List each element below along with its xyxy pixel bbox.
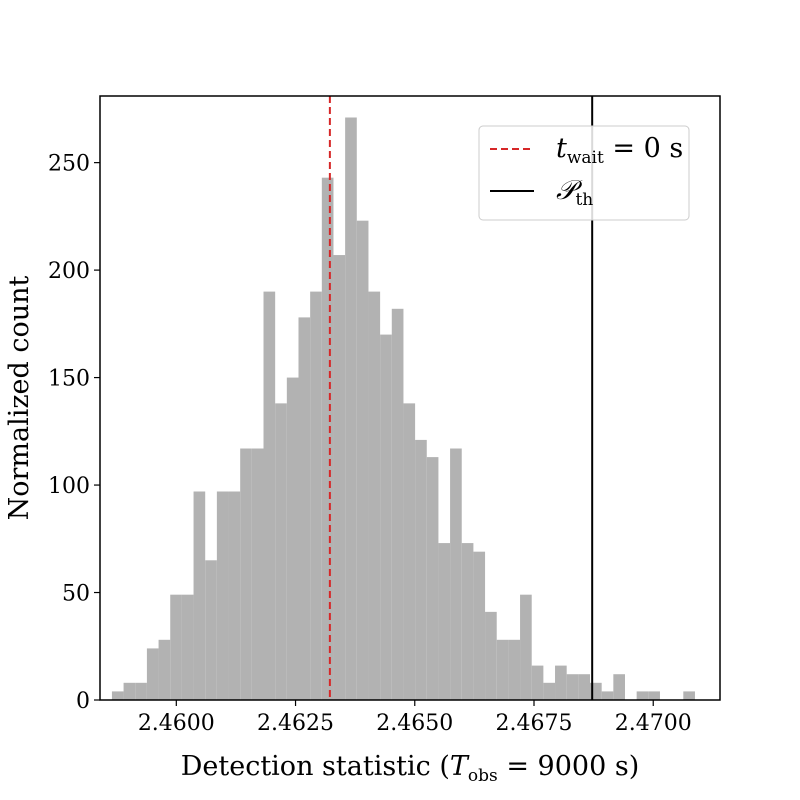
histogram-bar — [205, 560, 217, 700]
histogram-bar — [415, 439, 427, 700]
legend-label-wait: twait = 0 s — [556, 133, 683, 168]
histogram-bar — [473, 551, 486, 700]
histogram-bar — [228, 491, 241, 700]
x-tick-label: 2.4600 — [138, 711, 215, 736]
histogram-bar — [146, 648, 159, 700]
x-tick-label: 2.4625 — [257, 711, 334, 736]
histogram-bar — [321, 177, 334, 701]
histogram-bar — [403, 403, 416, 700]
histogram-bar — [578, 674, 591, 700]
histogram-bar — [286, 377, 299, 700]
histogram-bar — [450, 448, 462, 700]
y-tick-label: 250 — [48, 152, 90, 177]
x-axis-label: Detection statistic (Tobs = 9000 s) — [181, 751, 640, 786]
histogram-bar — [298, 317, 311, 700]
histogram-bar — [345, 117, 357, 701]
histogram-bar — [310, 291, 322, 700]
y-axis-ticks: 0 50 100 150 200 250 — [48, 152, 100, 714]
histogram-bar — [438, 543, 451, 700]
histogram-bar — [240, 448, 252, 700]
legend-box — [478, 125, 690, 221]
histogram-bar — [636, 691, 649, 700]
histogram-bar — [123, 682, 136, 700]
histogram-bar — [566, 674, 579, 700]
x-tick-label: 2.4700 — [615, 711, 692, 736]
y-tick-label: 100 — [48, 474, 90, 499]
histogram-bar — [496, 639, 509, 700]
y-axis-label: Normalized count — [4, 275, 35, 520]
histogram-bars — [111, 117, 695, 701]
histogram-bar — [193, 491, 206, 700]
histogram-bar — [683, 691, 695, 700]
plot-frame — [99, 95, 721, 701]
legend-label-threshold: 𝒫th — [556, 175, 593, 210]
histogram-bar — [275, 403, 287, 700]
histogram-bar — [391, 308, 404, 700]
histogram-bar — [648, 691, 660, 700]
x-tick-label: 2.4675 — [496, 711, 573, 736]
histogram-bar — [485, 611, 497, 700]
x-axis-ticks: 2.4600 2.4625 2.4650 2.4675 2.4700 — [138, 700, 692, 736]
histogram-bar — [356, 220, 369, 700]
histogram-bar — [601, 691, 614, 700]
histogram-bar — [158, 639, 171, 700]
histogram-bar — [508, 639, 521, 700]
histogram-bar — [170, 594, 182, 700]
histogram-bar — [461, 543, 474, 700]
y-tick-label: 200 — [48, 259, 90, 284]
y-tick-label: 50 — [62, 582, 90, 607]
y-tick-label: 0 — [76, 689, 90, 714]
histogram-bar — [216, 491, 229, 700]
histogram-bar — [380, 334, 392, 700]
histogram-bar — [520, 594, 532, 700]
histogram-bar — [181, 594, 194, 700]
legend: twait = 0 s 𝒫th — [478, 125, 690, 221]
histogram-bar — [531, 665, 544, 700]
histogram-bar — [333, 255, 346, 701]
histogram-bar — [543, 682, 556, 700]
histogram-bar — [135, 682, 147, 700]
histogram-bar — [368, 291, 381, 700]
y-tick-label: 150 — [48, 367, 90, 392]
histogram-bar — [251, 448, 264, 700]
histogram-bar — [263, 291, 276, 700]
x-tick-label: 2.4650 — [376, 711, 453, 736]
histogram-bar — [111, 691, 124, 700]
histogram-bar — [613, 674, 625, 700]
histogram-bar — [555, 665, 567, 700]
histogram-bar — [590, 682, 602, 700]
histogram-bar — [426, 457, 439, 700]
